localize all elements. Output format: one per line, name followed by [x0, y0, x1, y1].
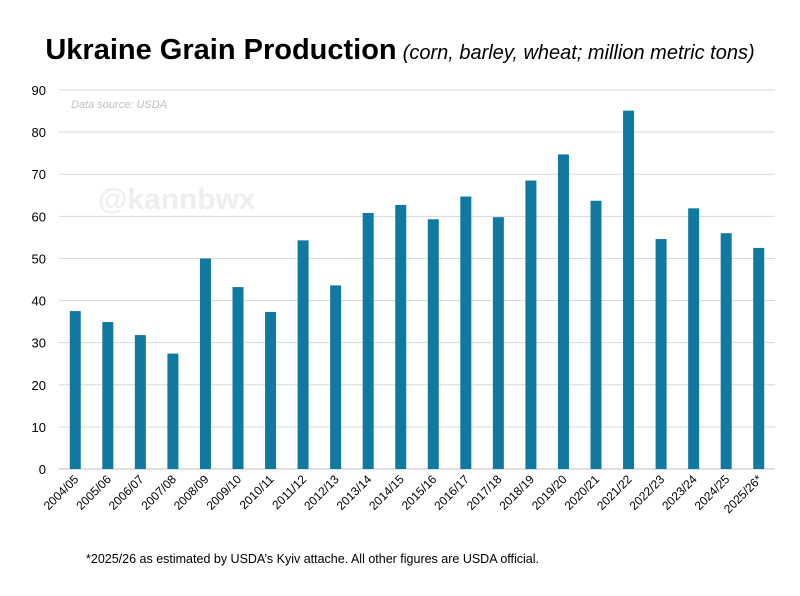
bar — [460, 197, 471, 469]
bar — [70, 311, 81, 469]
x-axis: 2004/052005/062006/072007/082008/092009/… — [41, 472, 765, 516]
watermark: @kannbwx — [98, 183, 256, 216]
bar — [167, 354, 178, 469]
bar — [395, 205, 406, 469]
bar — [721, 233, 732, 469]
y-tick-label: 70 — [32, 167, 46, 182]
footnote: *2025/26 as estimated by USDA’s Kyiv att… — [86, 552, 539, 566]
x-tick-label: 2018/19 — [496, 472, 537, 513]
x-tick-label: 2005/06 — [73, 472, 114, 513]
bar — [753, 248, 764, 469]
x-tick-label: 2010/11 — [237, 472, 277, 512]
bar — [493, 217, 504, 469]
bar — [558, 154, 569, 469]
bar — [363, 213, 374, 469]
y-axis: 0 10 20 30 40 50 60 70 80 90 — [32, 83, 46, 477]
bar — [102, 322, 113, 469]
x-tick-label: 2004/05 — [41, 472, 82, 513]
bar — [525, 181, 536, 469]
y-tick-label: 80 — [32, 125, 46, 140]
x-tick-label: 2020/21 — [562, 472, 603, 513]
x-tick-label: 2016/17 — [431, 472, 472, 513]
bars — [70, 111, 764, 469]
x-tick-label: 2007/08 — [138, 472, 179, 513]
chart-header: Ukraine Grain Production (corn, barley, w… — [0, 34, 800, 67]
chart-title: Ukraine Grain Production — [45, 34, 396, 66]
y-tick-label: 50 — [32, 251, 46, 266]
gridlines — [59, 90, 775, 469]
bar — [135, 335, 146, 469]
x-tick-label: 2013/14 — [334, 472, 375, 513]
bar — [330, 285, 341, 469]
chart-subtitle: (corn, barley, wheat; million metric ton… — [403, 42, 755, 64]
x-tick-label: 2008/09 — [171, 472, 212, 513]
y-tick-label: 0 — [39, 462, 46, 477]
bar — [591, 201, 602, 469]
x-tick-label: 2021/22 — [594, 472, 635, 513]
y-tick-label: 60 — [32, 209, 46, 224]
y-tick-label: 10 — [32, 420, 46, 435]
bar — [656, 239, 667, 469]
source-note: Data source: USDA — [71, 99, 167, 111]
x-tick-label: 2009/10 — [204, 472, 245, 513]
x-tick-label: 2022/23 — [627, 472, 668, 513]
x-tick-label: 2023/24 — [659, 472, 700, 513]
x-tick-label: 2014/15 — [366, 472, 407, 513]
bar — [200, 258, 211, 469]
x-tick-label: 2015/16 — [399, 472, 440, 513]
y-tick-label: 40 — [32, 294, 46, 309]
x-tick-label: 2019/20 — [529, 472, 570, 513]
bar — [623, 111, 634, 469]
bar — [298, 240, 309, 469]
bar — [688, 208, 699, 469]
x-tick-label: 2017/18 — [464, 472, 505, 513]
x-tick-label: 2012/13 — [301, 472, 342, 513]
bar — [233, 287, 244, 469]
x-tick-label: 2006/07 — [106, 472, 147, 513]
y-tick-label: 30 — [32, 336, 46, 351]
bar — [265, 312, 276, 469]
bar — [428, 219, 439, 469]
y-tick-label: 20 — [32, 378, 46, 393]
y-tick-label: 90 — [32, 83, 46, 98]
